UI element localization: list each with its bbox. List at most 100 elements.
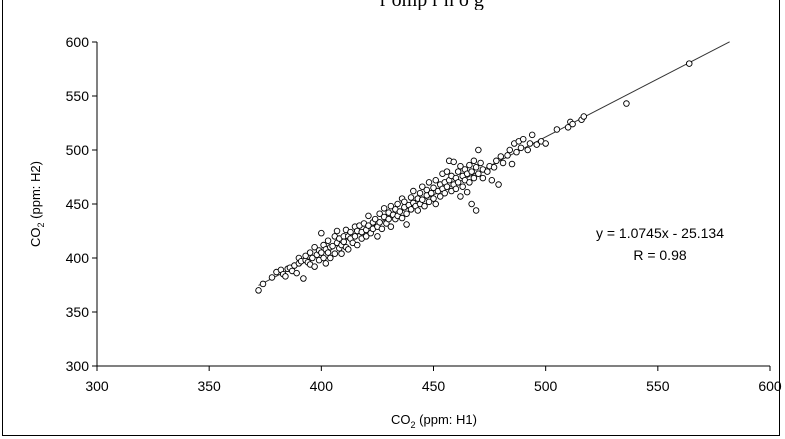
- data-point: [432, 176, 439, 184]
- data-point: [306, 249, 314, 256]
- data-point: [333, 227, 341, 235]
- data-point: [353, 241, 361, 249]
- data-point: [376, 219, 383, 226]
- data-point: [533, 141, 540, 148]
- points-group: [255, 60, 693, 294]
- data-point: [425, 179, 433, 186]
- data-point: [419, 196, 426, 203]
- cropped-caption-text: r omp r n o g: [380, 0, 780, 10]
- r-value-annotation: R = 0.98: [633, 247, 687, 263]
- data-point: [309, 254, 316, 262]
- y-tick-label: 400: [66, 250, 90, 266]
- data-point: [623, 100, 630, 107]
- data-point: [490, 164, 498, 171]
- data-point: [484, 168, 491, 175]
- data-point: [380, 205, 388, 212]
- y-tick-label: 500: [66, 142, 90, 158]
- data-point: [472, 207, 480, 214]
- data-point: [320, 254, 327, 262]
- data-point: [396, 208, 404, 215]
- data-point: [398, 214, 406, 222]
- data-point: [268, 274, 276, 281]
- y-tick-label: 600: [66, 34, 90, 50]
- data-point: [414, 207, 422, 214]
- data-point: [430, 195, 437, 202]
- x-tick-label: 350: [197, 378, 221, 394]
- data-point: [300, 275, 307, 282]
- data-point: [477, 159, 484, 167]
- data-point: [387, 223, 395, 230]
- data-point: [403, 210, 410, 217]
- data-point: [259, 280, 267, 288]
- equation-annotation: y = 1.0745x - 25.134: [596, 225, 724, 241]
- y-tick-label: 350: [66, 304, 90, 320]
- data-point: [255, 287, 262, 294]
- data-point: [385, 215, 392, 223]
- data-point: [468, 168, 475, 175]
- data-point: [374, 233, 381, 240]
- data-point: [457, 162, 464, 170]
- data-point: [322, 260, 330, 267]
- data-point: [410, 187, 417, 195]
- data-point: [401, 198, 408, 206]
- data-point: [488, 176, 496, 184]
- data-point: [513, 148, 520, 156]
- data-point: [504, 152, 511, 159]
- data-point: [463, 188, 471, 196]
- data-point: [457, 193, 464, 200]
- y-ticks: 300 350 400 450 500 550 600: [66, 34, 97, 374]
- data-point: [327, 254, 334, 262]
- data-point: [454, 179, 462, 186]
- data-point: [421, 202, 428, 210]
- data-point: [685, 60, 693, 67]
- data-point: [526, 140, 534, 147]
- data-point: [479, 174, 487, 182]
- data-point: [432, 200, 439, 208]
- data-point: [311, 263, 318, 270]
- data-point: [493, 157, 500, 165]
- data-point: [419, 183, 426, 190]
- data-point: [459, 183, 466, 190]
- x-tick-label: 550: [646, 378, 670, 394]
- data-point: [569, 120, 576, 128]
- data-point: [475, 146, 482, 154]
- data-point: [338, 250, 345, 257]
- data-point: [378, 225, 386, 233]
- x-axis-title: CO2 (ppm: H1): [391, 412, 477, 430]
- data-point: [318, 229, 325, 237]
- data-point: [436, 193, 444, 200]
- data-point: [470, 174, 478, 182]
- data-point: [430, 184, 437, 192]
- data-point: [468, 200, 475, 208]
- data-point: [311, 243, 318, 251]
- y-tick-label: 450: [66, 196, 90, 212]
- x-tick-label: 300: [85, 378, 109, 394]
- data-point: [416, 189, 424, 197]
- data-point: [302, 252, 309, 260]
- data-point: [553, 126, 561, 133]
- data-point: [542, 140, 549, 147]
- data-point: [282, 273, 289, 280]
- x-tick-label: 400: [310, 378, 334, 394]
- data-point: [475, 170, 482, 178]
- data-point: [387, 202, 395, 210]
- data-point: [452, 185, 460, 193]
- data-point: [443, 183, 451, 190]
- data-point: [564, 124, 572, 131]
- x-tick-label: 500: [534, 378, 558, 394]
- y-tick-label: 300: [66, 358, 90, 374]
- data-point: [517, 144, 525, 152]
- data-point: [394, 200, 401, 208]
- data-point: [331, 250, 339, 257]
- data-point: [580, 113, 588, 120]
- data-point: [362, 233, 370, 240]
- data-point: [497, 153, 505, 160]
- data-point: [403, 221, 410, 228]
- data-point: [293, 269, 300, 277]
- data-point: [318, 249, 325, 256]
- data-point: [345, 246, 352, 253]
- data-point: [347, 228, 354, 236]
- data-point: [351, 233, 359, 240]
- data-point: [425, 198, 433, 206]
